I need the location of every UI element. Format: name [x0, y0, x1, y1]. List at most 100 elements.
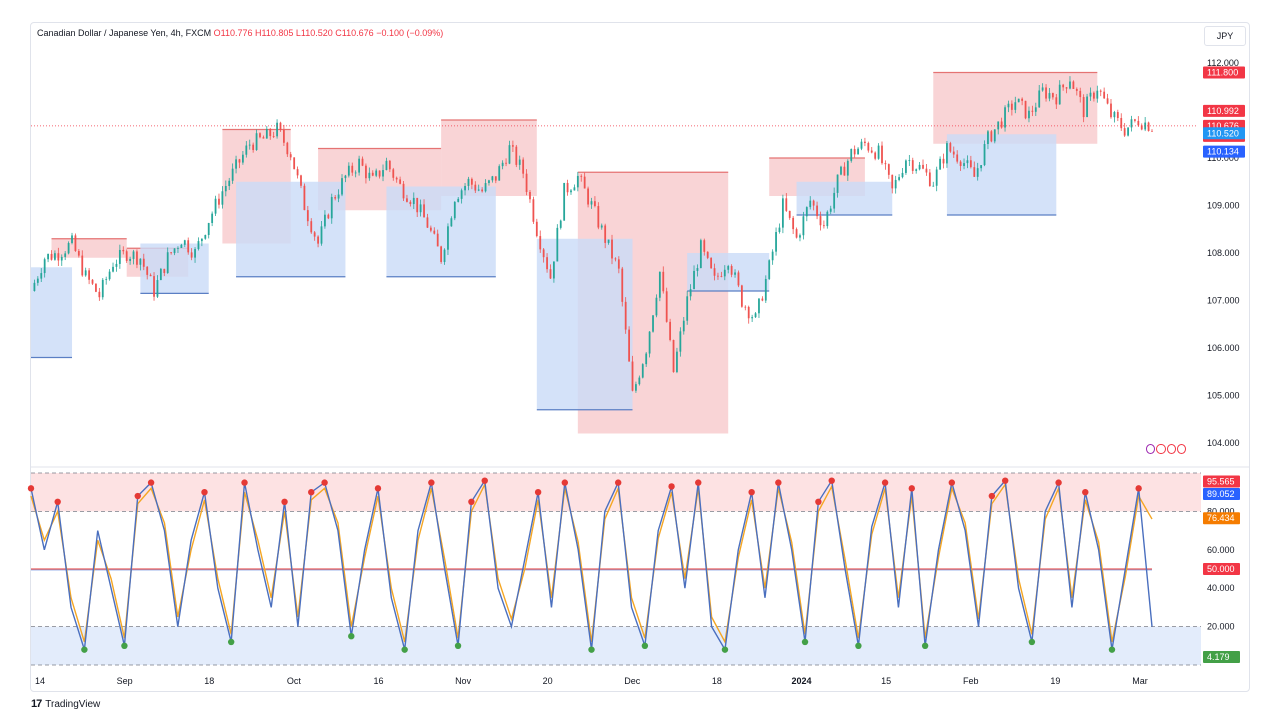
tradingview-logo-icon: 17	[31, 698, 42, 710]
candle-body	[758, 298, 760, 314]
candle-body	[672, 339, 675, 373]
event-icon[interactable]	[1146, 444, 1156, 454]
candle-body	[515, 146, 518, 165]
candle-body	[498, 166, 501, 181]
legend-change: −0.100 (−0.09%)	[376, 28, 444, 38]
candle-body	[846, 160, 849, 176]
currency-button[interactable]: JPY	[1204, 26, 1246, 46]
oversold-marker	[721, 646, 729, 653]
time-axis-tick: 15	[881, 676, 891, 686]
legend-high: H110.805	[255, 28, 294, 38]
price-axis-tick: 108.000	[1207, 248, 1240, 258]
overbought-marker	[668, 483, 675, 490]
candle-body	[187, 240, 190, 253]
overbought-marker	[1082, 489, 1089, 496]
support-zone	[796, 181, 893, 215]
legend-symbol[interactable]: Canadian Dollar / Japanese Yen, 4h, FXCM	[37, 28, 212, 38]
candle-body	[98, 291, 101, 298]
candle-body	[1017, 98, 1020, 103]
candle-body	[190, 252, 193, 258]
event-icon[interactable]	[1156, 444, 1166, 454]
candle-body	[67, 243, 70, 254]
candle-body	[1137, 120, 1140, 126]
candle-body	[580, 175, 583, 177]
candle-body	[768, 260, 771, 279]
overbought-marker	[988, 492, 996, 500]
oversold-marker	[227, 638, 235, 646]
candle-body	[641, 364, 644, 378]
candle-body	[371, 172, 374, 176]
candle-body	[553, 261, 555, 279]
candle-body	[262, 137, 265, 139]
event-icon[interactable]	[1176, 444, 1186, 454]
overbought-marker	[695, 479, 702, 486]
stoch-label: 76.434	[1207, 513, 1235, 523]
candle-body	[289, 154, 292, 158]
price-axis-tick: 112.000	[1207, 58, 1239, 68]
oversold-marker	[348, 633, 355, 640]
candle-body	[84, 270, 87, 276]
candle-body	[1079, 90, 1082, 98]
candle-body	[245, 145, 248, 155]
candle-body	[942, 158, 945, 164]
candle-body	[611, 239, 613, 259]
candle-body	[935, 169, 938, 186]
candle-body	[1120, 117, 1123, 129]
candle-body	[894, 179, 897, 189]
candle-body	[481, 189, 484, 192]
candle-body	[194, 249, 196, 258]
candle-body	[443, 249, 446, 262]
candle-body	[248, 144, 251, 146]
candle-body	[590, 201, 593, 205]
overbought-marker	[54, 498, 61, 505]
candle-body	[283, 129, 285, 143]
candle-body	[259, 133, 261, 138]
candle-body	[850, 148, 853, 161]
candle-body	[1099, 90, 1102, 92]
candle-body	[433, 230, 436, 234]
time-axis-tick: Dec	[624, 676, 641, 686]
candle-body	[429, 227, 432, 231]
candle-body	[648, 331, 651, 354]
candle-body	[71, 235, 73, 244]
candle-body	[467, 178, 470, 186]
economic-events-icons[interactable]	[1146, 444, 1186, 458]
candle-body	[826, 211, 829, 227]
candle-body	[88, 270, 91, 280]
candle-body	[740, 285, 743, 307]
candle-body	[823, 225, 825, 227]
candle-body	[57, 253, 60, 261]
candle-body	[1041, 87, 1044, 91]
candle-body	[761, 298, 764, 301]
candle-body	[734, 272, 736, 275]
oversold-marker	[641, 642, 649, 649]
candle-body	[881, 145, 883, 164]
stoch-label-box	[1203, 475, 1240, 488]
candle-body	[915, 169, 918, 171]
stoch-axis-tick: 60.000	[1207, 545, 1235, 555]
candle-body	[532, 199, 535, 222]
candle-body	[296, 169, 299, 176]
time-axis-tick: Sep	[117, 676, 133, 686]
candle-body	[426, 217, 429, 228]
candle-body	[385, 160, 388, 171]
overbought-marker	[828, 477, 835, 484]
oversold-marker	[921, 642, 929, 649]
candle-body	[252, 144, 255, 151]
overbought-marker	[534, 489, 542, 496]
time-axis-tick: 20	[543, 676, 553, 686]
candle-body	[993, 129, 996, 142]
candle-body	[860, 141, 863, 149]
candle-body	[802, 216, 805, 236]
overbought-marker	[481, 477, 488, 484]
candle-body	[173, 248, 176, 254]
oversold-marker	[454, 642, 462, 649]
event-icon[interactable]	[1166, 444, 1176, 454]
candle-body	[300, 175, 302, 186]
candle-body	[146, 266, 149, 275]
candle-body	[112, 266, 114, 272]
candle-body	[474, 184, 477, 191]
footer-brand[interactable]: 17 TradingView	[31, 698, 100, 710]
candle-body	[795, 229, 798, 238]
